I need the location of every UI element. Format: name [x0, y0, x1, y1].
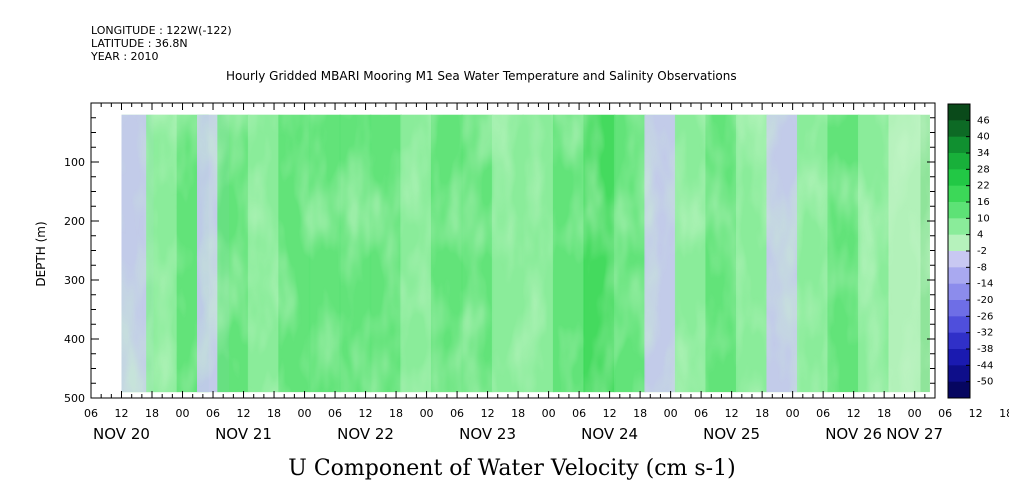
colorbar-label: -8 — [977, 262, 987, 273]
x-hour-tick-label: 06 — [938, 407, 952, 420]
y-tick-label: 500 — [64, 392, 85, 405]
x-day-label: NOV 27 — [886, 425, 943, 443]
x-hour-tick-label: 18 — [389, 407, 403, 420]
colorbar-swatch — [948, 365, 970, 383]
x-hour-tick-label: 18 — [877, 407, 891, 420]
x-hour-tick-label: 18 — [511, 407, 525, 420]
colorbar-swatch — [948, 251, 970, 268]
x-hour-tick-label: 00 — [908, 407, 922, 420]
colorbar-label: -44 — [977, 360, 993, 371]
x-hour-tick-label: 18 — [633, 407, 647, 420]
y-tick-label: 300 — [64, 274, 85, 287]
x-hour-tick-label: 06 — [694, 407, 708, 420]
colorbar-swatch — [948, 316, 970, 334]
colorbar-label: -26 — [977, 311, 993, 322]
x-hour-tick-label: 12 — [237, 407, 251, 420]
x-hour-tick-label: 18 — [999, 407, 1009, 420]
colorbar-swatch — [948, 267, 970, 285]
colorbar-label: 10 — [977, 213, 990, 224]
y-tick-label: 400 — [64, 333, 85, 346]
chart-title: Hourly Gridded MBARI Mooring M1 Sea Wate… — [226, 69, 737, 83]
x-hour-tick-label: 12 — [481, 407, 495, 420]
x-hour-tick-label: 12 — [115, 407, 129, 420]
x-hour-tick-label: 06 — [450, 407, 464, 420]
x-hour-tick-label: 12 — [847, 407, 861, 420]
colorbar-swatch — [948, 202, 970, 219]
x-hour-tick-label: 18 — [755, 407, 769, 420]
x-hour-tick-label: 06 — [328, 407, 342, 420]
colorbar-label: 34 — [977, 148, 990, 159]
year-label: YEAR : 2010 — [91, 50, 159, 63]
x-hour-tick-label: 00 — [786, 407, 800, 420]
x-hour-tick-label: 00 — [176, 407, 190, 420]
x-hour-tick-label: 06 — [572, 407, 586, 420]
x-day-label: NOV 20 — [93, 425, 150, 443]
colorbar-label: 46 — [977, 115, 990, 126]
colorbar-swatch — [948, 349, 970, 366]
x-hour-tick-label: 12 — [359, 407, 373, 420]
colorbar-label: 28 — [977, 164, 990, 175]
colorbar-label: 22 — [977, 181, 990, 192]
colorbar-swatch — [948, 332, 970, 350]
colorbar-swatch — [948, 136, 970, 154]
x-day-label: NOV 21 — [215, 425, 272, 443]
x-day-label: NOV 26 — [825, 425, 882, 443]
x-hour-tick-label: 00 — [664, 407, 678, 420]
x-axis-label: U Component of Water Velocity (cm s-1) — [288, 456, 735, 481]
colorbar-swatch — [948, 381, 970, 399]
x-day-label: NOV 22 — [337, 425, 394, 443]
x-day-label: NOV 24 — [581, 425, 638, 443]
colorbar-label: 4 — [977, 230, 983, 241]
colorbar-swatch — [948, 169, 970, 187]
x-hour-tick-label: 06 — [84, 407, 98, 420]
x-hour-tick-label: 12 — [603, 407, 617, 420]
colorbar-swatch — [948, 153, 970, 170]
x-hour-tick-label: 06 — [206, 407, 220, 420]
x-hour-tick-label: 12 — [969, 407, 983, 420]
colorbar-label: -2 — [977, 246, 987, 257]
x-hour-tick-label: 18 — [145, 407, 159, 420]
colorbar-swatch — [948, 283, 970, 301]
colorbar-swatch — [948, 120, 970, 138]
x-hour-tick-label: 00 — [542, 407, 556, 420]
latitude-label: LATITUDE : 36.8N — [91, 37, 188, 50]
x-hour-tick-label: 00 — [420, 407, 434, 420]
colorbar-label: 40 — [977, 132, 990, 143]
x-day-label: NOV 23 — [459, 425, 516, 443]
colorbar-swatch — [948, 218, 970, 236]
y-axis-label: DEPTH (m) — [34, 221, 48, 286]
colorbar-label: -20 — [977, 295, 993, 306]
colorbar-swatch — [948, 104, 970, 121]
x-hour-tick-label: 18 — [267, 407, 281, 420]
colorbar-swatch — [948, 300, 970, 317]
x-hour-tick-label: 00 — [298, 407, 312, 420]
texture-overlay — [121, 114, 930, 393]
colorbar-swatch — [948, 234, 970, 252]
colorbar-label: -32 — [977, 328, 993, 339]
colorbar-label: -50 — [977, 377, 993, 388]
y-tick-label: 200 — [64, 215, 85, 228]
x-day-label: NOV 25 — [703, 425, 760, 443]
x-hour-tick-label: 12 — [725, 407, 739, 420]
colorbar-label: -14 — [977, 279, 993, 290]
colorbar-swatch — [948, 185, 970, 203]
longitude-label: LONGITUDE : 122W(-122) — [91, 24, 232, 37]
y-tick-label: 100 — [64, 156, 85, 169]
x-hour-tick-label: 06 — [816, 407, 830, 420]
colorbar-label: -38 — [977, 344, 993, 355]
colorbar-label: 16 — [977, 197, 990, 208]
